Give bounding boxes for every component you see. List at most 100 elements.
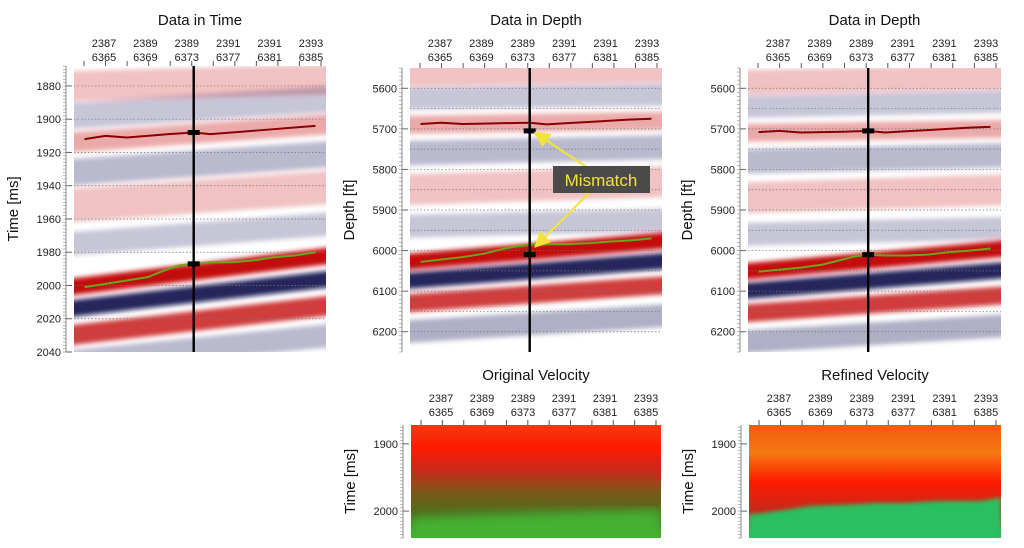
y-tick-label: 2000 xyxy=(37,280,61,292)
x-tick-label-xline: 6373 xyxy=(850,407,874,419)
x-tick-label-xline: 6377 xyxy=(552,407,576,419)
y-tick-label: 6100 xyxy=(373,286,397,298)
mismatch-label-box xyxy=(553,166,650,193)
seismic-event-pos xyxy=(74,296,326,345)
x-tick-label-inline: 2391 xyxy=(552,38,576,50)
well-marker xyxy=(523,252,536,258)
seismic-event-neg xyxy=(748,314,1001,352)
horizon-top xyxy=(84,124,316,141)
seismic-event-neg xyxy=(410,135,662,166)
x-tick-label-xline: 6381 xyxy=(932,52,956,64)
y-tick-label: 2000 xyxy=(712,506,736,518)
x-tick-label-inline: 2393 xyxy=(635,38,659,50)
y-tick-label: 5700 xyxy=(373,124,397,136)
well-marker xyxy=(862,128,875,134)
x-tick-label-xline: 6385 xyxy=(635,52,659,64)
x-tick-label-inline: 2391 xyxy=(216,38,240,50)
x-tick-label-xline: 6369 xyxy=(133,52,157,64)
y-tick-label: 1900 xyxy=(37,114,61,126)
y-tick-label: 1900 xyxy=(712,439,736,451)
seismic-event-pos xyxy=(410,68,662,87)
x-tick-label-xline: 6369 xyxy=(469,52,493,64)
seismic-event-neg xyxy=(748,143,1001,174)
y-tick-label: 6200 xyxy=(711,327,735,339)
x-tick-label-xline: 6377 xyxy=(891,407,915,419)
y-axis-label: Time [ms] xyxy=(5,176,22,241)
y-tick-label: 6200 xyxy=(373,327,397,339)
chart-original-velocity: Original Velocity Time [ms] 2387 6365 2389 63… xyxy=(342,367,661,539)
x-tick-label-inline: 2389 xyxy=(849,38,873,50)
x-tick-label-inline: 2393 xyxy=(974,393,998,405)
y-tick-label: 2000 xyxy=(374,506,398,518)
mismatch-arrow-top xyxy=(533,131,589,169)
plot-area xyxy=(749,425,1001,538)
x-tick-label-inline: 2393 xyxy=(299,38,323,50)
chart-title: Data in Time xyxy=(158,12,242,29)
seismic-bands xyxy=(74,66,326,352)
chart-data-in-depth-original: Data in Depth Depth [ft] 2387 6365 2389 6369 2… xyxy=(341,12,662,353)
y-axis-label: Depth [ft] xyxy=(341,180,358,241)
y-axis-label: Depth [ft] xyxy=(679,180,696,241)
y-tick-label: 5900 xyxy=(373,205,397,217)
seismic-event-neg xyxy=(74,271,326,317)
well-marker xyxy=(862,252,875,258)
x-tick-label-xline: 6373 xyxy=(511,52,535,64)
x-tick-label-xline: 6373 xyxy=(849,52,873,64)
x-tick-label-xline: 6381 xyxy=(257,52,281,64)
x-tick-label-xline: 6385 xyxy=(634,407,658,419)
y-tick-label: 5700 xyxy=(711,124,735,136)
x-tick-label-inline: 2391 xyxy=(593,38,617,50)
x-tick-label-inline: 2391 xyxy=(932,393,956,405)
x-tick-label-xline: 6369 xyxy=(807,52,831,64)
y-tick-label: 5800 xyxy=(373,164,397,176)
x-tick-label-inline: 2389 xyxy=(511,38,535,50)
x-tick-label-inline: 2389 xyxy=(807,38,831,50)
seismic-event-neg xyxy=(410,83,662,110)
x-tick-label-xline: 6377 xyxy=(552,52,576,64)
x-tick-label-inline: 2391 xyxy=(891,38,915,50)
seismic-bands xyxy=(748,68,1001,352)
x-tick-label-inline: 2393 xyxy=(974,38,998,50)
x-tick-label-xline: 6373 xyxy=(175,52,199,64)
x-tick-label-xline: 6369 xyxy=(808,407,832,419)
x-tick-label-xline: 6377 xyxy=(891,52,915,64)
y-tick-label: 2020 xyxy=(37,314,61,326)
seismic-event-neg xyxy=(748,262,1001,299)
x-tick-label-xline: 6365 xyxy=(429,407,453,419)
chart-data-in-depth-refined: Data in Depth Depth [ft] 2387 6365 2389 6369 2… xyxy=(679,12,1001,353)
x-tick-label-inline: 2389 xyxy=(511,393,535,405)
x-tick-label-xline: 6385 xyxy=(299,52,323,64)
x-tick-label-inline: 2389 xyxy=(133,38,157,50)
x-tick-label-xline: 6365 xyxy=(766,52,790,64)
y-tick-label: 1940 xyxy=(37,181,61,193)
x-tick-label-inline: 2389 xyxy=(808,393,832,405)
x-tick-label-xline: 6385 xyxy=(974,52,998,64)
y-tick-label: 6000 xyxy=(711,246,735,258)
y-tick-label: 1980 xyxy=(37,247,61,259)
plot-area xyxy=(74,66,326,352)
seismic-event-pos xyxy=(748,174,1001,214)
horizon-top xyxy=(420,117,652,126)
y-tick-label: 5600 xyxy=(711,83,735,95)
y-tick-label: 1920 xyxy=(37,147,61,159)
y-tick-label: 6000 xyxy=(373,246,397,258)
x-tick-label-xline: 6365 xyxy=(92,52,116,64)
x-tick-label-xline: 6369 xyxy=(470,407,494,419)
chart-title: Data in Depth xyxy=(490,12,582,29)
seismic-event-neg xyxy=(748,90,1001,118)
y-tick-label: 5600 xyxy=(373,83,397,95)
x-tick-label-inline: 2391 xyxy=(593,393,617,405)
y-tick-label: 1900 xyxy=(374,439,398,451)
x-tick-label-inline: 2393 xyxy=(634,393,658,405)
chart-title: Refined Velocity xyxy=(821,367,929,384)
seismic-event-neg xyxy=(410,304,662,343)
plot-area xyxy=(410,68,662,352)
chart-data-in-time: Data in Time Time [ms] 2387 6365 2389 6369 238… xyxy=(5,12,326,359)
seismic-event-pos xyxy=(748,68,1001,95)
x-tick-label-inline: 2391 xyxy=(257,38,281,50)
x-tick-label-xline: 6373 xyxy=(511,407,535,419)
x-tick-label-inline: 2387 xyxy=(428,38,452,50)
x-tick-label-inline: 2389 xyxy=(175,38,199,50)
x-tick-label-inline: 2387 xyxy=(92,38,116,50)
y-tick-label: 2040 xyxy=(37,347,61,359)
